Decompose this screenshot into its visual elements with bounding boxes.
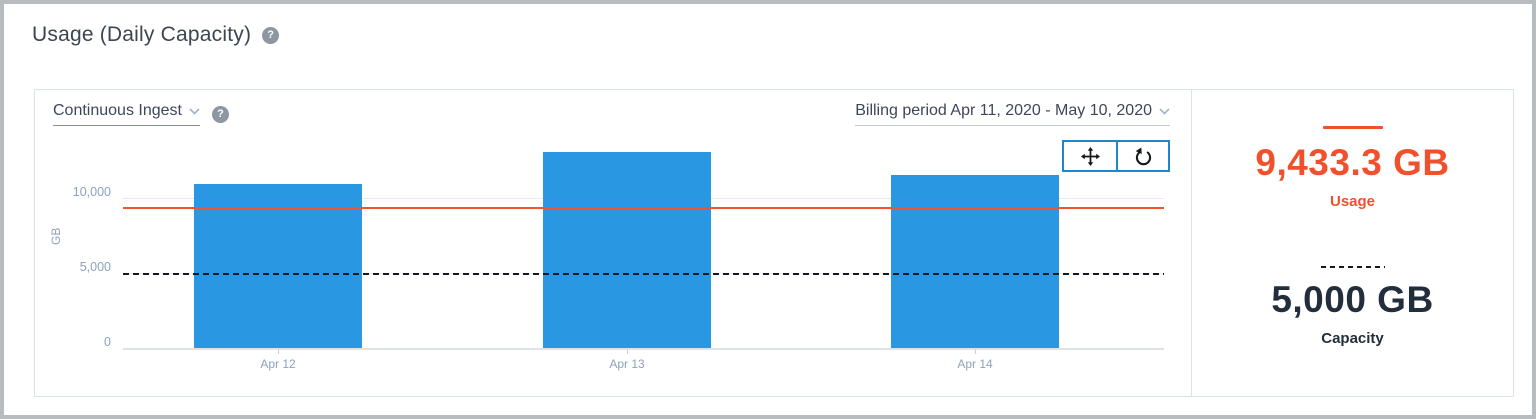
chart-toolbar bbox=[1062, 140, 1170, 172]
capacity-value: 5,000 GB bbox=[1271, 279, 1434, 320]
x-tick-label: Apr 14 bbox=[957, 357, 993, 371]
page-title: Usage (Daily Capacity) bbox=[32, 23, 252, 46]
summary-panel: 9,433.3 GB Usage 5,000 GB Capacity bbox=[1191, 90, 1513, 396]
x-axis: Apr 12 Apr 13 Apr 14 bbox=[123, 349, 1164, 379]
chart-bar[interactable] bbox=[194, 184, 362, 349]
y-axis-label: GB bbox=[49, 227, 63, 245]
y-tick-label: 5,000 bbox=[79, 260, 111, 274]
chart-panel: Continuous Ingest ? Billing period Apr 1… bbox=[35, 90, 1191, 396]
y-tick-label: 0 bbox=[104, 335, 111, 349]
x-tick-label: Apr 13 bbox=[609, 357, 645, 371]
x-tick-mark bbox=[627, 349, 628, 354]
billing-period-dropdown: Billing period Apr 11, 2020 - May 10, 20… bbox=[855, 102, 1170, 126]
metric-dropdown-label: Continuous Ingest bbox=[53, 102, 182, 119]
metric-dropdown-control[interactable]: Continuous Ingest bbox=[53, 102, 200, 126]
help-icon[interactable]: ? bbox=[262, 26, 280, 44]
billing-period-dropdown-control[interactable]: Billing period Apr 11, 2020 - May 10, 20… bbox=[855, 102, 1170, 126]
reset-zoom-icon bbox=[1135, 146, 1151, 165]
pan-button[interactable] bbox=[1064, 142, 1116, 170]
chart-bar[interactable] bbox=[543, 152, 711, 349]
y-tick-label: 10,000 bbox=[72, 185, 111, 199]
bar-chart-plot-area[interactable]: 0 5,000 10,000 bbox=[73, 145, 1164, 350]
chevron-down-icon bbox=[1159, 107, 1170, 115]
reset-zoom-button[interactable] bbox=[1116, 142, 1168, 170]
capacity-legend-line bbox=[1320, 266, 1385, 268]
x-axis-line bbox=[123, 348, 1164, 350]
page-header: Usage (Daily Capacity) ? bbox=[32, 23, 280, 47]
help-icon[interactable]: ? bbox=[211, 105, 229, 123]
metric-dropdown: Continuous Ingest ? bbox=[53, 102, 229, 126]
usage-label: Usage bbox=[1329, 193, 1376, 210]
usage-value: 9,433.3 GB bbox=[1255, 142, 1450, 183]
x-tick-mark bbox=[975, 349, 976, 354]
chevron-down-icon bbox=[189, 107, 200, 115]
pan-icon bbox=[1080, 146, 1100, 166]
chart-bar[interactable] bbox=[891, 175, 1059, 349]
usage-legend-line bbox=[1322, 126, 1383, 129]
x-tick-label: Apr 12 bbox=[260, 357, 296, 371]
capacity-label: Capacity bbox=[1321, 330, 1384, 347]
billing-period-label: Billing period Apr 11, 2020 - May 10, 20… bbox=[855, 102, 1152, 119]
usage-reference-line bbox=[123, 206, 1164, 209]
capacity-reference-line bbox=[123, 273, 1164, 275]
usage-card: Continuous Ingest ? Billing period Apr 1… bbox=[34, 89, 1514, 397]
x-tick-mark bbox=[278, 349, 279, 354]
